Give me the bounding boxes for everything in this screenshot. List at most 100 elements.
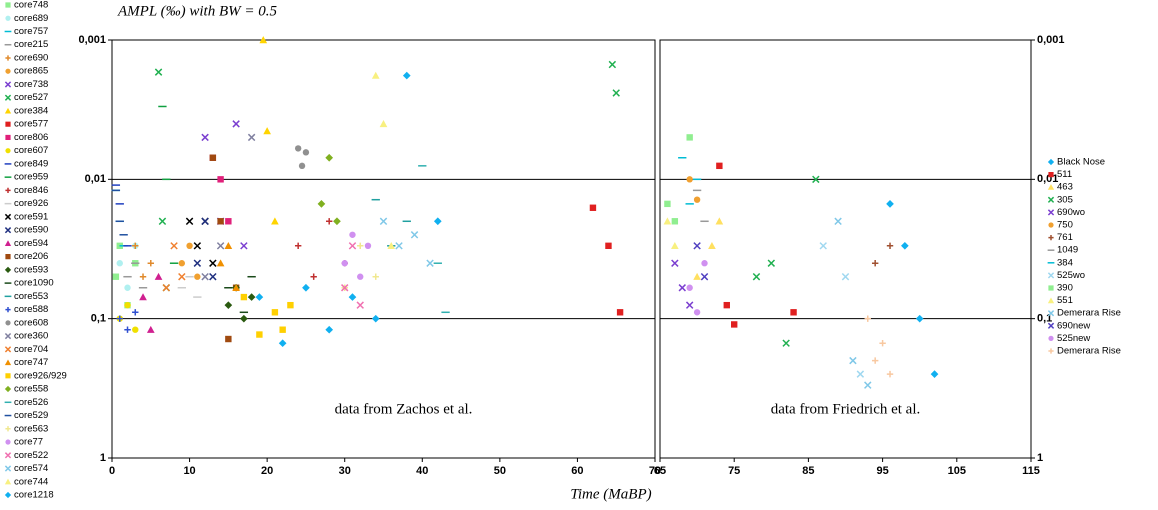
marker [348,293,357,301]
marker [782,339,790,347]
marker [255,293,264,301]
marker [819,242,827,250]
marker [201,217,209,226]
x-tick-label: 10 [183,465,195,477]
marker [886,370,894,378]
marker [616,309,624,316]
marker [298,162,306,170]
marker [348,242,357,250]
x-tick-label: 70 [649,465,661,477]
legend-marker [5,148,11,154]
x-tick-label: 85 [802,465,814,477]
marker [132,309,139,316]
legend-label: core588 [14,304,48,315]
legend-label: 390 [1057,283,1073,294]
marker [402,71,411,80]
marker [693,272,701,280]
x-tick-label: 40 [416,465,428,477]
legend-label: core594 [14,238,48,249]
marker [256,331,263,338]
marker [225,335,232,343]
marker [240,242,248,250]
legend-marker [1047,196,1055,203]
marker [671,218,679,225]
marker [612,89,620,97]
marker [124,284,131,291]
marker [232,283,240,291]
legend-label: 305 [1057,194,1073,205]
marker [216,242,225,250]
legend-marker [4,81,12,88]
marker [194,273,201,280]
marker [693,196,701,203]
chart-title: AMPL (‰) with BW = 0.5 [117,3,278,19]
marker [294,242,302,250]
legend-marker [1047,297,1055,304]
legend-marker [4,346,12,353]
marker [201,133,209,142]
marker [217,176,224,183]
x-tick-label: 115 [1022,465,1040,477]
marker [664,200,671,208]
legend-marker [4,478,12,485]
marker [232,120,240,128]
legend-label: core959 [14,172,48,183]
marker [901,241,909,250]
marker [162,284,171,292]
marker [357,273,364,280]
marker [209,154,217,161]
legend-label: 525wo [1057,270,1085,281]
legend-label: core526 [14,397,48,408]
marker [325,153,334,162]
marker [341,260,348,267]
marker [426,259,434,267]
marker [372,273,379,280]
marker [271,309,279,316]
legend-marker [5,254,11,260]
plot-area [659,39,1032,459]
legend-label: core747 [14,357,48,368]
x-tick-label: 65 [654,465,666,477]
x-axis-label: Time (MaBP) [570,486,651,502]
legend-label: core1090 [14,278,54,289]
y-tick-label: 1 [100,452,106,464]
marker [379,120,388,128]
annotation: data from Friedrich et al. [771,401,921,417]
legend-label: core757 [14,26,48,37]
legend-marker [1048,348,1054,354]
legend-label: core591 [14,211,48,222]
marker [193,259,202,267]
marker [790,309,797,316]
y-tick-label: 0,1 [91,313,106,325]
legend-marker [4,359,12,366]
marker [856,370,865,378]
x-tick-label: 105 [948,465,966,477]
legend-marker [1047,158,1055,166]
marker [671,259,679,267]
legend-label: core806 [14,132,48,143]
marker [154,68,163,76]
marker [930,370,939,378]
marker [371,71,380,79]
marker [731,321,738,328]
marker [864,315,871,322]
legend-marker [5,306,11,313]
marker [240,314,248,323]
legend-marker [4,266,12,273]
legend-marker [4,107,12,114]
marker [186,242,193,250]
legend-marker [4,213,12,221]
marker [685,301,694,309]
marker [112,273,120,280]
marker [340,284,349,292]
marker [349,231,356,238]
marker [605,242,612,250]
marker [357,242,364,250]
marker [158,217,167,226]
marker [216,259,225,267]
marker [124,326,131,333]
legend-label: core690 [14,52,48,63]
y-tick-label: 0,01 [1037,173,1058,185]
marker [147,260,154,267]
